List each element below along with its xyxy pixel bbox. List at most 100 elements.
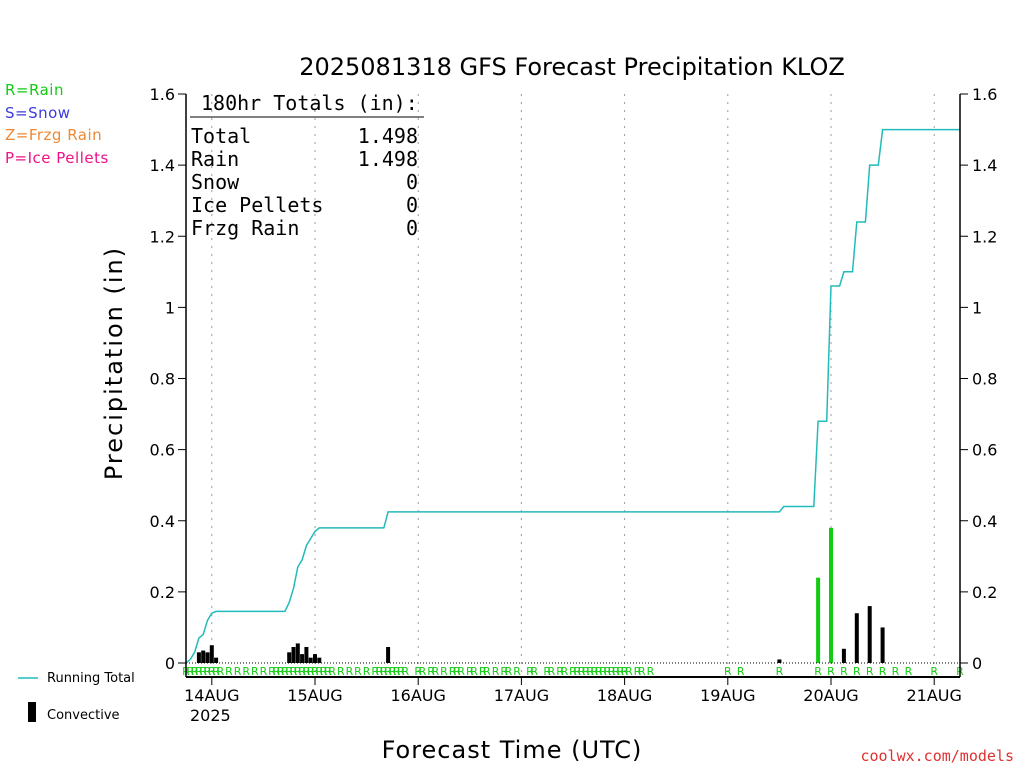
- precip-type-marker-46: R: [449, 665, 457, 678]
- precip-type-marker-51: R: [479, 665, 487, 678]
- x-tick-label-4: 18AUG: [597, 686, 652, 705]
- precip-type-marker-19: R: [290, 665, 298, 678]
- precip-type-marker-43: R: [427, 665, 435, 678]
- running-total-legend-label: Running Total: [47, 671, 135, 686]
- precip-type-marker-64: R: [573, 665, 581, 678]
- precip-type-marker-27: R: [324, 665, 332, 678]
- legend-ice-pellets: P=Ice Pellets: [5, 149, 109, 167]
- precip-type-marker-89: R: [892, 665, 900, 678]
- legend-frzg-rain: Z=Frzg Rain: [5, 126, 103, 144]
- bars-layer: [196, 527, 885, 663]
- y-tick-label-right-6: 1.2: [972, 227, 997, 246]
- precip-type-marker-39: R: [397, 665, 405, 678]
- legend-rain: R=Rain: [5, 81, 64, 99]
- precip-type-marker-61: R: [556, 665, 564, 678]
- precip-type-marker-76: R: [625, 665, 633, 678]
- precip-type-marker-18: R: [285, 665, 293, 678]
- precip-type-marker-90: R: [905, 665, 913, 678]
- precip-type-marker-58: R: [530, 665, 538, 678]
- precip-type-marker-79: R: [647, 665, 655, 678]
- precip-type-marker-82: R: [776, 665, 784, 678]
- precip-type-marker-57: R: [526, 665, 534, 678]
- precip-type-marker-72: R: [608, 665, 616, 678]
- precip-type-marker-67: R: [586, 665, 594, 678]
- rain-label: Rain: [191, 147, 239, 171]
- y-tick-label-left-2: 0.4: [150, 512, 175, 531]
- precip-type-marker-69: R: [595, 665, 603, 678]
- convective-bar-2: [205, 652, 210, 663]
- convective-bar-4: [214, 657, 219, 663]
- y-tick-label-left-7: 1.4: [150, 156, 175, 175]
- x-axis-label: Forecast Time (UTC): [382, 736, 643, 764]
- precip-type-marker-9: R: [225, 665, 233, 678]
- y-tick-label-right-1: 0.2: [972, 583, 997, 602]
- precip-type-marker-32: R: [363, 665, 371, 678]
- convective-bar-5: [287, 652, 292, 663]
- precip-type-marker-59: R: [543, 665, 551, 678]
- precip-type-marker-60: R: [548, 665, 556, 678]
- convective-bar-8: [300, 654, 305, 663]
- precip-type-marker-41: R: [414, 665, 422, 678]
- precip-type-marker-10: R: [234, 665, 242, 678]
- precip-type-marker-75: R: [621, 665, 629, 678]
- precip-type-marker-3: R: [195, 665, 203, 678]
- precip-type-marker-77: R: [634, 665, 642, 678]
- x-tick-labels: 14AUG 15AUG 16AUG 17AUG 18AUG 19AUG 20AUG 21AUG: [184, 677, 962, 705]
- series-legend: Running Total Convective: [18, 671, 135, 723]
- precip-type-marker-5: R: [204, 665, 212, 678]
- precip-type-marker-22: R: [303, 665, 311, 678]
- ice-pellets-label: Ice Pellets: [191, 193, 323, 217]
- precip-type-marker-4: R: [199, 665, 207, 678]
- convective-legend-label: Convective: [47, 708, 120, 723]
- rain-bar-1: [829, 527, 833, 663]
- precip-type-marker-23: R: [307, 665, 315, 678]
- precip-type-marker-85: R: [840, 665, 848, 678]
- precip-type-marker-12: R: [251, 665, 259, 678]
- precip-type-marker-8: R: [217, 665, 225, 678]
- frzg-rain-label: Frzg Rain: [191, 216, 299, 240]
- precip-type-marker-91: R: [930, 665, 938, 678]
- precip-type-marker-63: R: [569, 665, 577, 678]
- convective-bar-9: [304, 646, 309, 663]
- convective-bar-10: [308, 657, 313, 663]
- x-tick-label-5: 19AUG: [700, 686, 755, 705]
- precip-type-marker-87: R: [866, 665, 874, 678]
- precip-type-marker-37: R: [389, 665, 397, 678]
- precip-type-marker-33: R: [371, 665, 379, 678]
- precip-type-marker-84: R: [827, 665, 835, 678]
- precip-type-marker-44: R: [432, 665, 440, 678]
- convective-bar-1: [201, 650, 206, 663]
- precip-type-marker-70: R: [599, 665, 607, 678]
- y-axis-label: Precipitation (in): [100, 246, 128, 480]
- precip-type-marker-45: R: [440, 665, 448, 678]
- precip-type-marker-6: R: [208, 665, 216, 678]
- x-tick-label-2: 16AUG: [390, 686, 445, 705]
- y-tick-label-right-8: 1.6: [972, 85, 997, 104]
- precip-type-marker-56: R: [513, 665, 521, 678]
- y-tick-label-left-4: 0.8: [150, 370, 175, 389]
- y-tick-label-right-7: 1.4: [972, 156, 997, 175]
- precip-type-marker-28: R: [328, 665, 336, 678]
- y-tick-label-left-3: 0.6: [150, 441, 175, 460]
- convective-bar-13: [386, 646, 391, 663]
- precip-type-marker-47: R: [453, 665, 461, 678]
- precip-type-marker-54: R: [500, 665, 508, 678]
- y-tick-label-right-2: 0.4: [972, 512, 997, 531]
- precip-type-marker-14: R: [268, 665, 276, 678]
- precip-type-marker-62: R: [561, 665, 569, 678]
- legend-snow: S=Snow: [5, 104, 71, 122]
- precip-type-marker-1: R: [186, 665, 194, 678]
- precip-type-marker-78: R: [638, 665, 646, 678]
- precip-type-marker-29: R: [337, 665, 345, 678]
- frzg-rain-value: 0: [406, 216, 418, 240]
- precip-type-marker-66: R: [582, 665, 590, 678]
- x-tick-label-7: 21AUG: [906, 686, 961, 705]
- precip-type-marker-74: R: [616, 665, 624, 678]
- precip-type-marker-88: R: [879, 665, 887, 678]
- snow-value: 0: [406, 170, 418, 194]
- precip-type-marker-52: R: [483, 665, 491, 678]
- precip-type-marker-2: R: [191, 665, 199, 678]
- precip-type-marker-26: R: [320, 665, 328, 678]
- credit-text: coolwx.com/models: [860, 747, 1014, 765]
- convective-bar-12: [317, 657, 322, 663]
